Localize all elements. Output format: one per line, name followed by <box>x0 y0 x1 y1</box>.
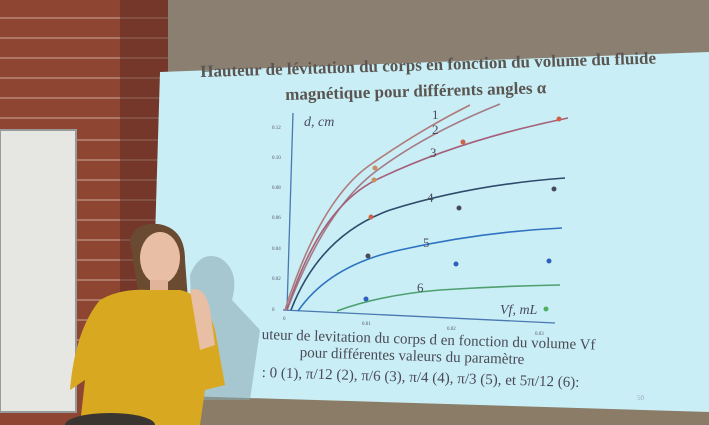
y-tick: 0.12 <box>272 126 281 131</box>
curve-4 <box>290 177 566 311</box>
x-tick: 0.03 <box>535 332 544 337</box>
data-point <box>543 306 549 312</box>
curve-label: 2 <box>432 122 439 137</box>
data-point <box>363 296 369 302</box>
curve-label: 5 <box>423 235 430 250</box>
data-point <box>456 205 462 211</box>
floor-wall <box>150 395 709 425</box>
curve-label: 3 <box>430 145 437 160</box>
data-point <box>546 258 552 264</box>
page-number: 50 <box>637 394 645 402</box>
whiteboard <box>0 129 77 413</box>
x-tick: 0.02 <box>447 327 456 332</box>
curve-3 <box>286 117 569 311</box>
presenter <box>70 223 225 425</box>
data-point <box>372 165 378 171</box>
y-axis <box>286 112 294 311</box>
y-tick: 0.02 <box>272 277 281 282</box>
curve-1 <box>284 104 471 311</box>
curve-2 <box>286 103 501 311</box>
curve-6 <box>336 284 561 312</box>
data-point <box>368 214 374 220</box>
curve-label: 6 <box>417 280 424 295</box>
upper-wall <box>160 0 709 72</box>
data-point <box>371 177 377 183</box>
y-tick: 0.10 <box>272 156 281 161</box>
x-tick: 0 <box>283 317 286 322</box>
x-tick: 0.01 <box>362 322 371 327</box>
data-point <box>551 186 557 192</box>
data-points <box>363 116 562 312</box>
data-point <box>365 253 371 259</box>
projected-slide <box>150 52 709 420</box>
chart-axes <box>282 112 556 324</box>
y-tick: 0.06 <box>272 216 281 221</box>
curve-label: 1 <box>432 107 439 122</box>
x-axis-label: Vf, mL <box>500 303 538 318</box>
data-point <box>556 116 562 122</box>
curve-label: 4 <box>427 190 434 205</box>
y-axis-label: d, cm <box>304 115 334 130</box>
data-point <box>460 139 466 145</box>
x-axis <box>282 309 556 324</box>
curve-5 <box>297 227 563 312</box>
y-tick: 0.04 <box>272 247 281 252</box>
y-tick: 0.08 <box>272 186 281 191</box>
audience-head <box>65 413 155 425</box>
y-tick: 0 <box>272 308 275 313</box>
data-point <box>453 261 459 267</box>
